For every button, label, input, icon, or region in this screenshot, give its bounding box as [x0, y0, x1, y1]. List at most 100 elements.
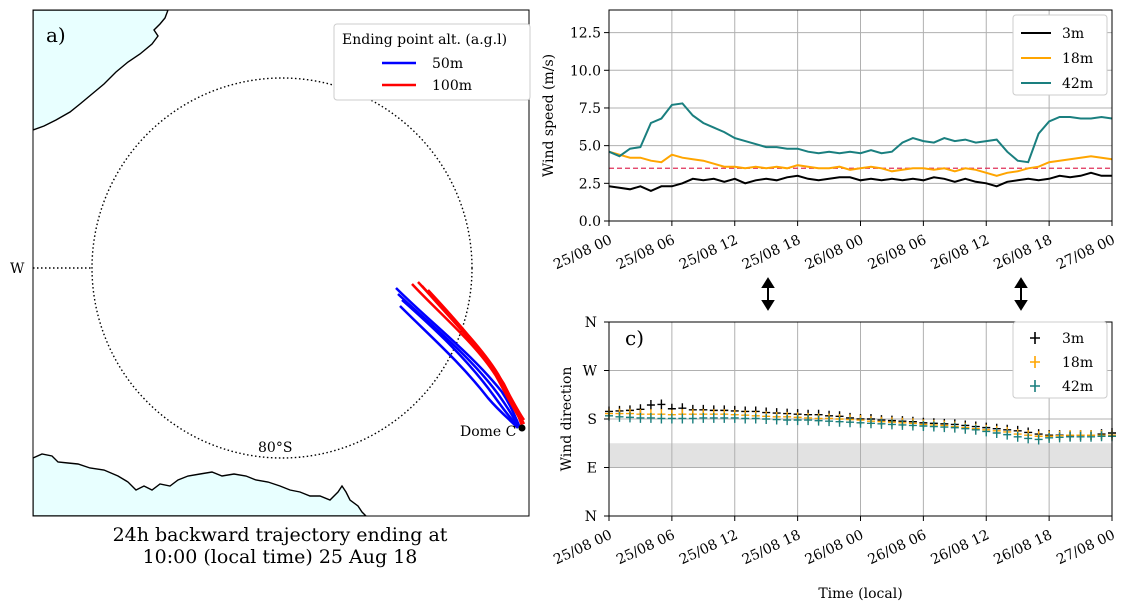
legend-swatch-18m — [1030, 356, 1040, 368]
plot-frame — [608, 9, 1113, 222]
marker-42m — [657, 413, 666, 424]
y-tick-label: N — [585, 315, 597, 331]
map-frame — [32, 9, 530, 517]
marker-42m — [709, 412, 718, 423]
series-line-3m — [608, 171, 1112, 192]
x-tick-label: 26/08 06 — [866, 232, 930, 273]
y-axis-label: Wind speed (m/s) — [541, 54, 557, 177]
marker-42m — [1045, 432, 1054, 443]
coastline-top — [33, 10, 169, 131]
y-tick-label: 7.5 — [579, 101, 601, 117]
trajectory-50m-1 — [395, 287, 522, 429]
marker-42m — [887, 419, 896, 430]
trajectories-50m — [395, 287, 522, 429]
marker-42m — [961, 423, 970, 434]
marker-42m — [762, 414, 771, 424]
marker-42m — [908, 420, 917, 431]
marker-42m — [1034, 434, 1043, 445]
x-tick-label: 25/08 00 — [551, 527, 615, 568]
series-line-42m — [608, 102, 1113, 164]
marker-42m — [1003, 429, 1012, 440]
marker-42m — [929, 421, 938, 432]
dome-c-marker — [518, 424, 526, 432]
y-tick-label: 2.5 — [579, 176, 601, 192]
map-legend-title: Ending point alt. (a.g.l) — [342, 32, 507, 48]
x-tick-label: 26/08 00 — [803, 232, 867, 273]
marker-42m — [971, 424, 980, 435]
map-panel-label: a) — [46, 23, 66, 47]
marker-42m — [835, 416, 844, 427]
link-arrow-2 — [1014, 277, 1028, 311]
y-tick-label: 12.5 — [570, 26, 601, 42]
y-tick-label: S — [587, 412, 597, 428]
y-tick-label: 0.0 — [579, 214, 601, 230]
marker-42m — [730, 412, 739, 423]
y-tick-label: 10.0 — [570, 63, 601, 79]
marker-42m — [793, 415, 802, 426]
legend-label-18m: 18m — [1062, 51, 1093, 67]
legend-frame — [1012, 14, 1108, 96]
legend-label-50m: 50m — [432, 56, 463, 72]
x-tick-label: 25/08 06 — [614, 527, 678, 568]
series-line-18m — [608, 150, 1113, 177]
legend-label-42m: 42m — [1062, 76, 1093, 92]
x-tick-label: 26/08 00 — [803, 527, 867, 568]
x-tick-label: 26/08 06 — [866, 527, 930, 568]
latitude-80s-circle — [91, 77, 473, 459]
marker-42m — [919, 421, 928, 432]
marker-42m — [856, 417, 865, 428]
x-tick-label: 27/08 00 — [1054, 232, 1118, 273]
y-tick-label: N — [585, 509, 597, 525]
direction-legend: 3m 18m 42m — [1012, 321, 1108, 399]
map-caption-line1: 24h backward trajectory ending at — [112, 524, 448, 546]
legend-frame — [1012, 321, 1108, 399]
marker-42m — [1097, 431, 1106, 442]
marker-42m — [804, 415, 813, 426]
coastline-bottom — [33, 453, 367, 516]
x-tick-label: 25/08 18 — [740, 232, 804, 273]
west-label: W — [10, 261, 25, 277]
marker-42m — [866, 418, 875, 429]
marker-42m — [1024, 433, 1033, 444]
wind-direction-chart: 25/08 00 25/08 06 25/08 12 25/08 18 26/08 00… — [551, 315, 1118, 602]
marker-42m — [720, 412, 729, 423]
legend-swatch-42m — [1030, 380, 1040, 392]
legend-swatch-3m — [1030, 332, 1040, 344]
marker-42m — [615, 411, 624, 422]
y-axis-label: Wind direction — [559, 367, 575, 472]
latitude-label: 80°S — [258, 440, 292, 456]
y-tick-label: 5.0 — [579, 139, 601, 155]
trajectory-100m-4 — [427, 289, 524, 427]
y-tick-label: W — [583, 364, 598, 380]
trajectories-100m — [411, 281, 526, 427]
trajectory-50m-2 — [397, 293, 520, 427]
legend-label-100m: 100m — [432, 78, 472, 94]
marker-42m — [678, 413, 687, 424]
marker-42m — [1055, 432, 1064, 443]
legend-label-3m: 3m — [1062, 331, 1084, 347]
marker-42m — [772, 414, 781, 425]
marker-42m — [636, 412, 645, 423]
series-42m — [605, 410, 1116, 445]
x-tick-label: 26/08 18 — [991, 527, 1055, 568]
x-tick-label: 25/08 18 — [740, 527, 804, 568]
marker-42m — [1066, 431, 1075, 442]
marker-42m — [741, 413, 750, 424]
marker-42m — [699, 412, 708, 423]
marker-42m — [825, 416, 834, 427]
trajectory-50m-4 — [399, 305, 519, 429]
marker-42m — [940, 422, 949, 433]
marker-42m — [898, 419, 907, 430]
marker-42m — [814, 415, 823, 426]
x-tick-label: 25/08 12 — [677, 232, 741, 273]
x-tick-label: 26/08 12 — [928, 232, 992, 273]
marker-42m — [751, 413, 760, 424]
trajectory-50m-3 — [401, 299, 517, 425]
x-tick-label: 27/08 00 — [1054, 527, 1118, 568]
marker-42m — [688, 413, 697, 424]
site-label: Dome C — [460, 424, 516, 440]
marker-42m — [846, 417, 855, 428]
legend-label-3m: 3m — [1062, 26, 1084, 42]
marker-42m — [667, 413, 676, 424]
